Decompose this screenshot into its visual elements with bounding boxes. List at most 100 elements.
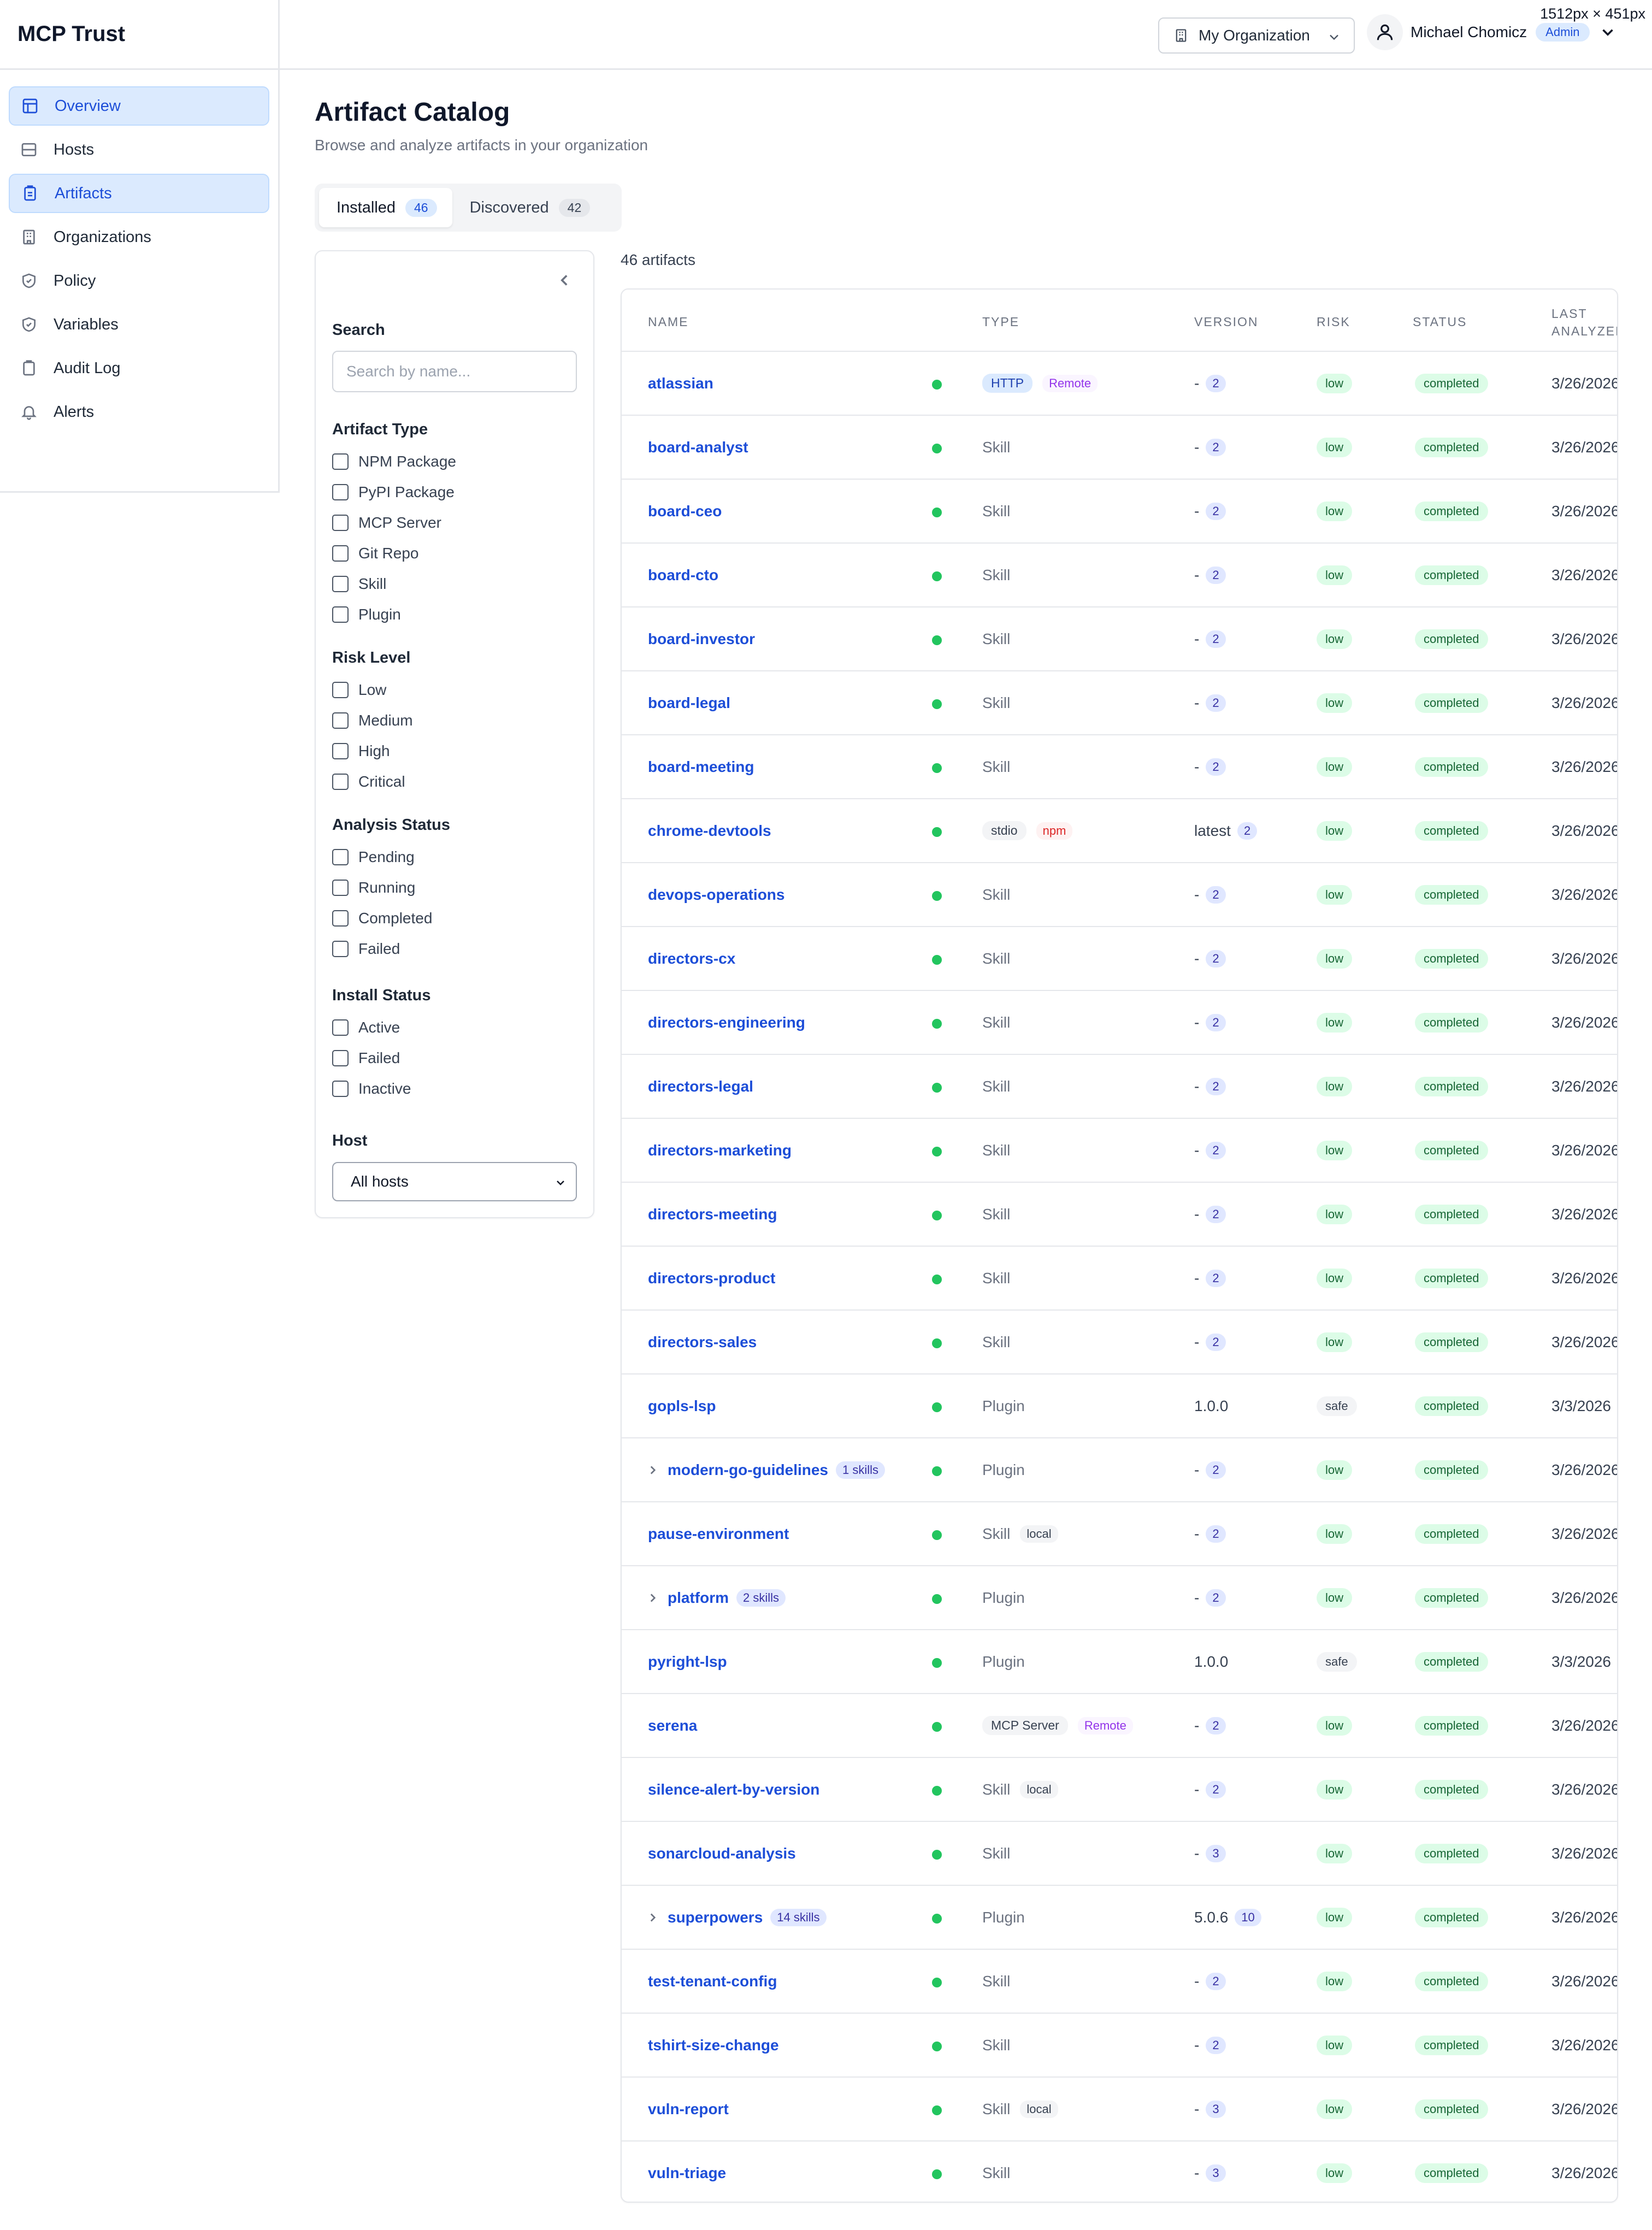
sidebar-item-overview[interactable]: Overview	[9, 86, 269, 126]
artifact-name-link[interactable]: tshirt-size-change	[648, 2036, 779, 2054]
checkbox[interactable]	[332, 682, 349, 698]
sidebar-item-policy[interactable]: Policy	[9, 261, 269, 300]
chevron-left-icon[interactable]	[555, 271, 574, 290]
checkbox[interactable]	[332, 712, 349, 729]
checkbox[interactable]	[332, 880, 349, 896]
artifact-name-link[interactable]: test-tenant-config	[648, 1972, 777, 1990]
artifact-name-link[interactable]: pause-environment	[648, 1525, 789, 1542]
checkbox[interactable]	[332, 743, 349, 759]
chevron-right-icon[interactable]	[646, 1591, 660, 1605]
table-row[interactable]: superpowers 14 skills Plugin 5.0.6 10 low comp…	[622, 1886, 1617, 1950]
filter-option-npm-package[interactable]: NPM Package	[332, 446, 456, 477]
user-menu[interactable]: Michael Chomicz Admin	[1367, 14, 1617, 50]
table-row[interactable]: board-meeting Skill -2 low completed 3/26/202…	[622, 735, 1617, 799]
filter-option-low[interactable]: Low	[332, 675, 413, 705]
artifact-name-link[interactable]: superpowers	[668, 1908, 763, 1926]
checkbox[interactable]	[332, 484, 349, 500]
artifact-name-link[interactable]: serena	[648, 1716, 698, 1734]
sidebar-item-artifacts[interactable]: Artifacts	[9, 174, 269, 213]
table-row[interactable]: silence-alert-by-version Skill local -2 low c…	[622, 1758, 1617, 1822]
column-header-status[interactable]: Status	[1413, 315, 1467, 329]
table-row[interactable]: tshirt-size-change Skill -2 low completed 3/2…	[622, 2014, 1617, 2078]
checkbox[interactable]	[332, 941, 349, 957]
table-row[interactable]: pause-environment Skill local -2 low complete…	[622, 1502, 1617, 1566]
table-row[interactable]: board-analyst Skill -2 low completed 3/26/202…	[622, 416, 1617, 480]
artifact-name-link[interactable]: modern-go-guidelines	[668, 1461, 828, 1478]
filter-option-plugin[interactable]: Plugin	[332, 599, 456, 630]
table-row[interactable]: serena MCP Server Remote -2 low completed 3/26…	[622, 1694, 1617, 1758]
artifact-name-link[interactable]: silence-alert-by-version	[648, 1780, 820, 1798]
checkbox[interactable]	[332, 453, 349, 470]
artifact-name-link[interactable]: directors-marketing	[648, 1141, 792, 1159]
table-row[interactable]: directors-marketing Skill -2 low completed 3/…	[622, 1119, 1617, 1183]
table-row[interactable]: directors-sales Skill -2 low completed 3/26/2…	[622, 1311, 1617, 1374]
table-row[interactable]: vuln-triage Skill -3 low completed 3/26/2026	[622, 2141, 1617, 2202]
artifact-name-link[interactable]: board-analyst	[648, 438, 748, 456]
chevron-right-icon[interactable]	[646, 1910, 660, 1925]
artifact-name-link[interactable]: directors-product	[648, 1269, 776, 1287]
table-row[interactable]: board-cto Skill -2 low completed 3/26/2026	[622, 544, 1617, 607]
sidebar-item-alerts[interactable]: Alerts	[9, 392, 269, 432]
column-header-name[interactable]: Name	[648, 315, 689, 329]
filter-option-pypi-package[interactable]: PyPI Package	[332, 477, 456, 508]
artifact-name-link[interactable]: gopls-lsp	[648, 1397, 716, 1414]
table-row[interactable]: pyright-lsp Plugin 1.0.0 safe completed 3/3/2…	[622, 1630, 1617, 1694]
table-row[interactable]: board-legal Skill -2 low completed 3/26/2026	[622, 671, 1617, 735]
table-row[interactable]: directors-legal Skill -2 low completed 3/26/2…	[622, 1055, 1617, 1119]
artifact-name-link[interactable]: devops-operations	[648, 886, 785, 903]
column-header-risk[interactable]: Risk	[1317, 315, 1350, 329]
checkbox[interactable]	[332, 1081, 349, 1097]
column-header-last-analyzed[interactable]: Last Analyzed	[1551, 306, 1617, 338]
filter-option-pending[interactable]: Pending	[332, 842, 450, 872]
artifact-name-link[interactable]: board-cto	[648, 566, 719, 583]
table-row[interactable]: directors-cx Skill -2 low completed 3/26/2026	[622, 927, 1617, 991]
artifact-name-link[interactable]: vuln-triage	[648, 2164, 727, 2181]
artifact-name-link[interactable]: platform	[668, 1589, 729, 1606]
checkbox[interactable]	[332, 515, 349, 531]
table-row[interactable]: sonarcloud-analysis Skill -3 low completed 3/…	[622, 1822, 1617, 1886]
artifact-name-link[interactable]: sonarcloud-analysis	[648, 1844, 796, 1862]
artifact-name-link[interactable]: directors-sales	[648, 1333, 757, 1350]
filter-option-failed[interactable]: Failed	[332, 934, 450, 964]
checkbox[interactable]	[332, 1019, 349, 1036]
column-header-version[interactable]: Version	[1194, 315, 1259, 329]
table-row[interactable]: chrome-devtools stdio npm latest 2 low complet…	[622, 799, 1617, 863]
chevron-right-icon[interactable]	[646, 1463, 660, 1477]
checkbox[interactable]	[332, 545, 349, 562]
artifact-name-link[interactable]: chrome-devtools	[648, 822, 771, 839]
artifact-name-link[interactable]: atlassian	[648, 374, 713, 392]
table-row[interactable]: directors-engineering Skill -2 low completed…	[622, 991, 1617, 1055]
table-row[interactable]: devops-operations Skill -2 low completed 3/26…	[622, 863, 1617, 927]
artifact-name-link[interactable]: board-legal	[648, 694, 730, 711]
artifact-name-link[interactable]: directors-meeting	[648, 1205, 777, 1223]
sidebar-item-variables[interactable]: Variables	[9, 305, 269, 344]
artifact-name-link[interactable]: pyright-lsp	[648, 1653, 727, 1670]
column-header-type[interactable]: Type	[982, 315, 1020, 329]
filter-option-active[interactable]: Active	[332, 1012, 431, 1043]
table-row[interactable]: atlassian HTTP Remote -2 low completed 3/26/20…	[622, 352, 1617, 416]
sidebar-item-organizations[interactable]: Organizations	[9, 217, 269, 257]
checkbox[interactable]	[332, 1050, 349, 1066]
table-row[interactable]: platform 2 skills Plugin -2 low completed 3/26…	[622, 1566, 1617, 1630]
table-row[interactable]: board-investor Skill -2 low completed 3/26/20…	[622, 607, 1617, 671]
sidebar-item-audit-log[interactable]: Audit Log	[9, 349, 269, 388]
search-input[interactable]	[332, 351, 577, 392]
filter-option-failed[interactable]: Failed	[332, 1043, 431, 1073]
artifact-name-link[interactable]: board-ceo	[648, 502, 722, 520]
table-row[interactable]: directors-product Skill -2 low completed 3/26…	[622, 1247, 1617, 1311]
artifact-name-link[interactable]: directors-legal	[648, 1077, 753, 1095]
tab-installed[interactable]: Installed 46	[319, 188, 452, 227]
filter-option-running[interactable]: Running	[332, 872, 450, 903]
table-row[interactable]: test-tenant-config Skill -2 low completed 3/2…	[622, 1950, 1617, 2014]
artifact-name-link[interactable]: directors-engineering	[648, 1013, 805, 1031]
filter-option-high[interactable]: High	[332, 736, 413, 766]
chevron-down-icon[interactable]	[1598, 23, 1617, 42]
checkbox[interactable]	[332, 576, 349, 592]
filter-option-git-repo[interactable]: Git Repo	[332, 538, 456, 569]
artifact-name-link[interactable]: board-investor	[648, 630, 756, 647]
filter-option-skill[interactable]: Skill	[332, 569, 456, 599]
host-select[interactable]: All hosts	[332, 1162, 577, 1201]
artifact-name-link[interactable]: directors-cx	[648, 949, 736, 967]
artifact-name-link[interactable]: vuln-report	[648, 2100, 729, 2117]
filter-option-critical[interactable]: Critical	[332, 766, 413, 797]
